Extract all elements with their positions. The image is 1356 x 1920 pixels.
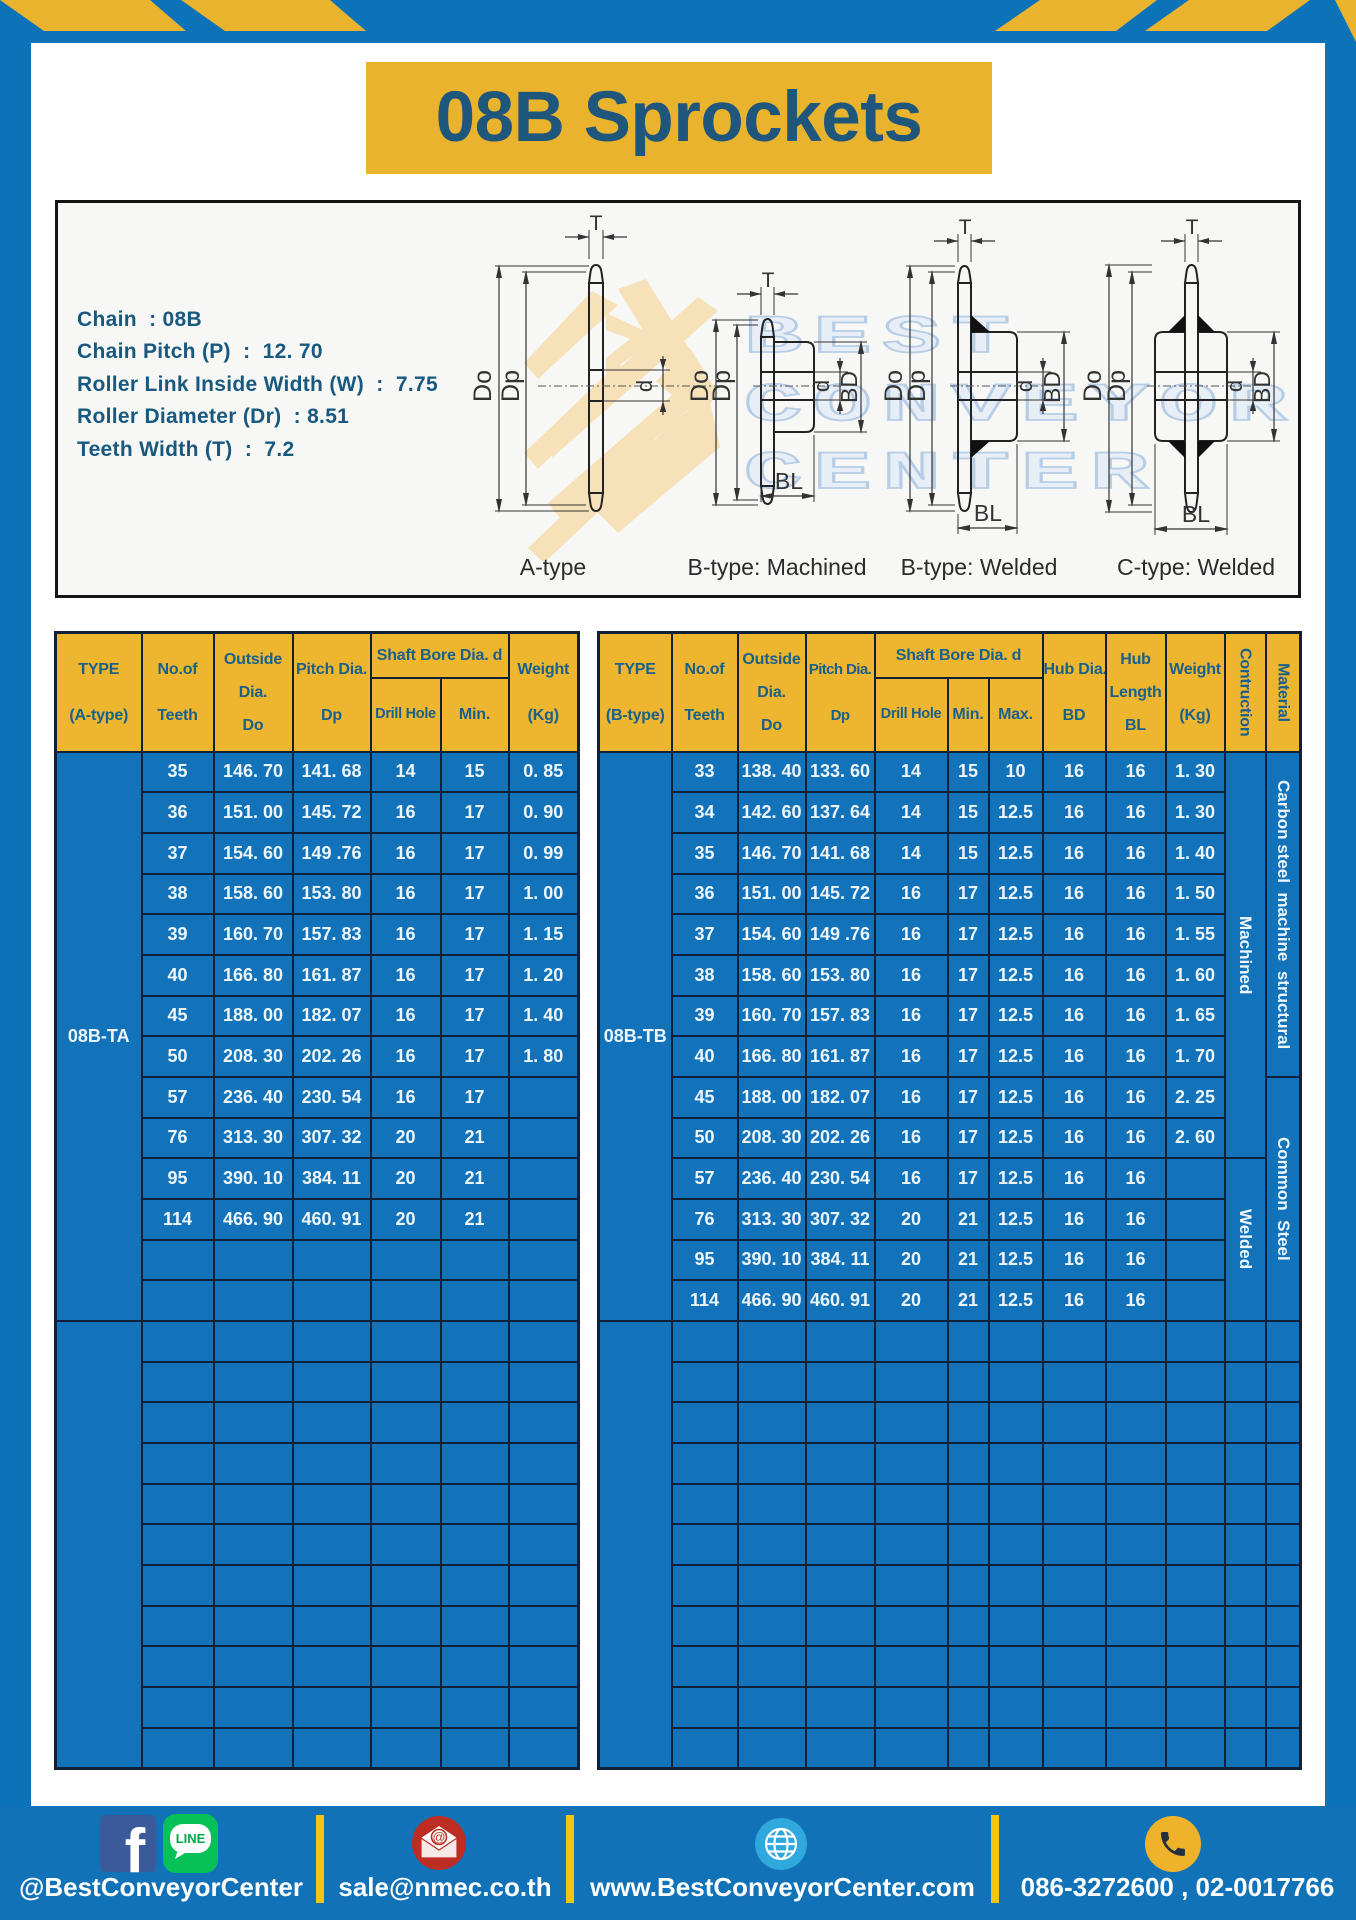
svg-text:BL: BL	[775, 468, 803, 494]
svg-text:f: f	[125, 1817, 146, 1886]
svg-text:BD: BD	[1039, 371, 1065, 403]
svg-text:Do: Do	[686, 370, 714, 402]
svg-text:d: d	[1222, 380, 1247, 392]
svg-text:d: d	[809, 380, 834, 392]
svg-text:d: d	[1012, 380, 1037, 392]
svg-text:BD: BD	[836, 371, 862, 403]
svg-text:Do: Do	[469, 370, 497, 402]
svg-text:T: T	[762, 269, 775, 292]
svg-text:Do: Do	[880, 370, 908, 402]
svg-text:BL: BL	[1182, 501, 1210, 527]
svg-text:BD: BD	[1249, 371, 1275, 403]
svg-text:CENTER: CENTER	[744, 444, 1159, 505]
svg-text:Dp: Dp	[497, 370, 525, 402]
svg-text:BEST: BEST	[744, 308, 1021, 369]
svg-text:@: @	[432, 1830, 445, 1845]
svg-text:T: T	[1186, 216, 1199, 239]
svg-text:Do: Do	[1079, 370, 1107, 402]
svg-text:LINE: LINE	[176, 1831, 206, 1846]
svg-text:Dp: Dp	[903, 370, 931, 402]
svg-text:Dp: Dp	[1103, 370, 1131, 402]
svg-text:BL: BL	[974, 500, 1002, 526]
svg-text:T: T	[590, 212, 603, 235]
svg-text:Dp: Dp	[708, 370, 736, 402]
svg-text:C-type: Welded: C-type: Welded	[1117, 554, 1275, 580]
svg-text:T: T	[959, 216, 972, 239]
svg-text:B-type: Machined: B-type: Machined	[688, 554, 867, 580]
svg-text:B-type: Welded: B-type: Welded	[901, 554, 1058, 580]
svg-text:d: d	[632, 380, 657, 392]
svg-text:A-type: A-type	[520, 554, 586, 580]
